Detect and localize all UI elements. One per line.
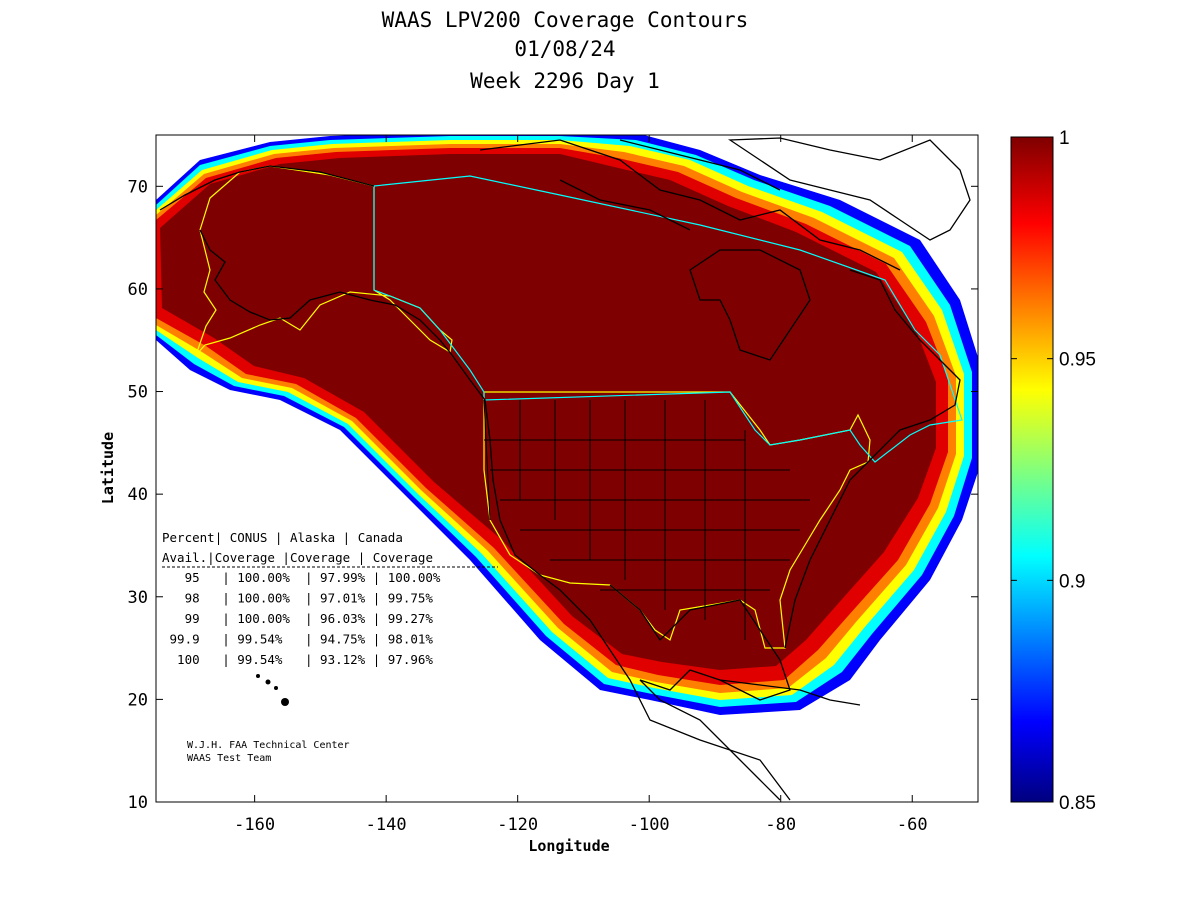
central-america [639, 679, 781, 801]
x-tick-label: -120 [497, 815, 538, 835]
x-axis-label: Longitude [528, 837, 609, 855]
chart-date: 01/08/24 [514, 37, 615, 61]
colorbar-tick-label: 1 [1059, 128, 1070, 149]
x-tick-label: -160 [234, 815, 275, 835]
table-header-coverage-conus: Coverage [215, 550, 275, 565]
colorbar-tick-label: 0.85 [1059, 793, 1096, 814]
canada-arctic [479, 139, 901, 271]
table-header-alaska: Alaska [290, 530, 335, 545]
y-tick-label: 50 [128, 383, 148, 403]
cuba [719, 679, 861, 706]
y-tick-label: 30 [128, 588, 148, 608]
state-borders [483, 399, 810, 640]
y-tick-label: 70 [128, 177, 148, 197]
table-header-row1: Percent| CONUS | Alaska | Canada [162, 530, 403, 545]
table-rows: 95 | 100.00% | 97.99% | 100.00% 98 | 100… [162, 570, 441, 667]
coverage-contours [156, 135, 978, 715]
table-row: 100 | 99.54% | 93.12% | 97.96% [162, 652, 433, 667]
alaska-coast [159, 165, 453, 356]
table-header-avail: Avail. [162, 550, 207, 565]
table-header-coverage-canada: Coverage [373, 550, 433, 565]
table-row: 95 | 100.00% | 97.99% | 100.00% [162, 570, 441, 585]
colorbar [1010, 136, 1054, 803]
y-tick-label: 20 [128, 690, 148, 710]
colorbar-tick-label: 0.9 [1059, 571, 1085, 592]
canada-outline [373, 175, 963, 463]
northwest-coast [451, 354, 791, 801]
table-row: 99 | 100.00% | 96.03% | 99.27% [162, 611, 433, 626]
gulf-coast [609, 584, 791, 701]
credit-line2: WAAS Test Team [187, 753, 271, 764]
table-header-percent: Percent [162, 530, 215, 545]
y-axis-ticks: 10 20 30 40 50 60 70 [128, 177, 978, 813]
y-tick-label: 10 [128, 793, 148, 813]
hawaii-islands [256, 674, 289, 706]
table-row: 98 | 100.00% | 97.01% | 99.75% [162, 591, 433, 606]
table-header-conus: CONUS [230, 530, 268, 545]
map-area [156, 135, 978, 802]
east-coast [784, 269, 961, 649]
y-axis-label: Latitude [99, 432, 117, 504]
region-outlines [195, 165, 963, 649]
x-axis-ticks: -160 -140 -120 -100 -80 -60 [234, 135, 928, 835]
colorbar-tick-label: 0.95 [1059, 350, 1096, 371]
x-tick-label: -140 [366, 815, 407, 835]
coastlines [159, 137, 971, 801]
table-header-canada: Canada [358, 530, 403, 545]
chart-title: WAAS LPV200 Coverage Contours [382, 8, 749, 32]
chart-week-day: Week 2296 Day 1 [470, 69, 660, 93]
contour-dark-red [160, 154, 936, 670]
plot-frame [155, 134, 979, 803]
hudson-bay [689, 249, 811, 361]
x-tick-label: -100 [629, 815, 670, 835]
alaska-outline [195, 165, 453, 356]
availability-table: Percent| CONUS | Alaska | Canada Avail.|… [162, 530, 498, 667]
credit-line1: W.J.H. FAA Technical Center [187, 740, 350, 751]
y-tick-label: 40 [128, 485, 148, 505]
colorbar-ticks: 1 0.95 0.9 0.85 [1011, 128, 1096, 814]
x-tick-label: -60 [897, 815, 928, 835]
table-header-row2: Avail.|Coverage |Coverage | Coverage [162, 550, 433, 565]
table-row: 99.9 | 99.54% | 94.75% | 98.01% [162, 632, 433, 647]
y-tick-label: 60 [128, 280, 148, 300]
x-tick-label: -80 [765, 815, 796, 835]
table-header-coverage-alaska: Coverage [290, 550, 350, 565]
greenland [727, 137, 971, 241]
